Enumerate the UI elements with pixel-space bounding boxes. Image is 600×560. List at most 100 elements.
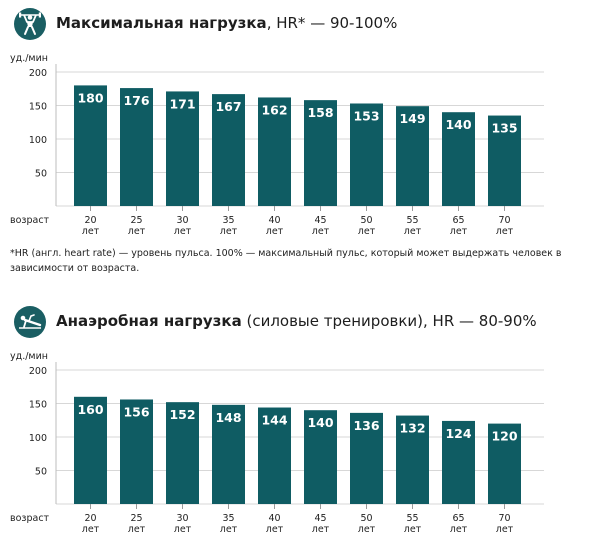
- x-tick-unit-label: лет: [450, 226, 468, 237]
- bar: [212, 404, 245, 504]
- chart-title: Анаэробная нагрузка (силовые тренировки)…: [56, 312, 537, 330]
- y-axis-label: уд./мин: [10, 351, 48, 362]
- x-tick-unit-label: лет: [404, 226, 422, 237]
- bar-value-label: 140: [307, 415, 333, 430]
- bar: [442, 112, 475, 206]
- x-axis-label: возраст: [10, 513, 50, 524]
- anaerobic-load-section: Анаэробная нагрузка (силовые тренировки)…: [0, 298, 600, 560]
- bar-value-label: 153: [353, 108, 379, 123]
- footnote: *HR (англ. heart rate) — уровень пульса.…: [10, 248, 562, 274]
- x-tick-label: 40: [268, 215, 280, 226]
- bar-value-label: 148: [215, 410, 241, 425]
- bar-value-label: 124: [445, 426, 471, 441]
- x-tick-label: 70: [498, 215, 510, 226]
- bar-value-label: 132: [399, 421, 425, 436]
- bar: [304, 410, 337, 504]
- x-tick-unit-label: лет: [82, 524, 100, 535]
- bar-value-label: 158: [307, 105, 333, 120]
- x-tick-unit-label: лет: [128, 524, 146, 535]
- x-tick-label: 50: [360, 215, 372, 226]
- weightlifter-icon: [14, 8, 46, 40]
- x-tick-unit-label: лет: [404, 524, 422, 535]
- x-tick-label: 25: [130, 215, 142, 226]
- x-tick-unit-label: лет: [358, 524, 376, 535]
- chart-title: Максимальная нагрузка, HR* — 90-100%: [56, 14, 398, 32]
- y-tick-label: 150: [29, 400, 47, 411]
- bar-value-label: 167: [215, 99, 241, 114]
- x-tick-unit-label: лет: [312, 226, 330, 237]
- x-tick-unit-label: лет: [266, 226, 284, 237]
- bar: [120, 399, 153, 504]
- x-tick-label: 55: [406, 513, 418, 524]
- x-tick-unit-label: лет: [266, 524, 284, 535]
- bar-value-label: 162: [261, 102, 287, 117]
- x-tick-label: 55: [406, 215, 418, 226]
- x-tick-unit-label: лет: [496, 226, 514, 237]
- bar: [258, 97, 291, 206]
- bar: [350, 412, 383, 504]
- x-tick-label: 65: [452, 513, 464, 524]
- bar: [258, 407, 291, 504]
- max-load-section: Максимальная нагрузка, HR* — 90-100% уд.…: [0, 0, 600, 274]
- bar-value-label: 171: [169, 96, 195, 111]
- x-tick-label: 65: [452, 215, 464, 226]
- x-tick-label: 20: [84, 215, 96, 226]
- x-tick-label: 25: [130, 513, 142, 524]
- bar: [488, 423, 521, 504]
- y-tick-label: 200: [29, 68, 47, 79]
- bar-value-label: 135: [491, 121, 517, 136]
- x-tick-unit-label: лет: [128, 226, 146, 237]
- bar: [304, 100, 337, 206]
- bar: [350, 103, 383, 206]
- bar: [212, 94, 245, 206]
- y-tick-label: 200: [29, 366, 47, 377]
- x-tick-label: 50: [360, 513, 372, 524]
- y-tick-label: 100: [29, 433, 47, 444]
- x-tick-unit-label: лет: [82, 226, 100, 237]
- bar: [488, 115, 521, 206]
- y-tick-label: 50: [35, 467, 47, 478]
- bar: [74, 85, 107, 206]
- bar-value-label: 149: [399, 111, 425, 126]
- x-tick-unit-label: лет: [496, 524, 514, 535]
- x-tick-label: 35: [222, 215, 234, 226]
- bar-value-label: 180: [77, 90, 103, 105]
- bar-value-label: 140: [445, 117, 471, 132]
- x-tick-unit-label: лет: [174, 226, 192, 237]
- bar: [396, 106, 429, 206]
- y-tick-label: 50: [35, 169, 47, 180]
- x-tick-unit-label: лет: [174, 524, 192, 535]
- x-tick-label: 30: [176, 215, 188, 226]
- x-tick-unit-label: лет: [450, 524, 468, 535]
- x-tick-label: 70: [498, 513, 510, 524]
- bar: [396, 415, 429, 504]
- x-tick-label: 40: [268, 513, 280, 524]
- y-axis-label: уд./мин: [10, 53, 48, 64]
- anaerobic-load-chart: уд./мин5010015020016020лет15625лет15230л…: [10, 351, 544, 535]
- bar: [166, 402, 199, 504]
- bar: [166, 91, 199, 206]
- bar-value-label: 136: [353, 418, 379, 433]
- bar-value-label: 156: [123, 404, 149, 419]
- x-tick-unit-label: лет: [220, 524, 238, 535]
- x-tick-label: 20: [84, 513, 96, 524]
- y-tick-label: 150: [29, 102, 47, 113]
- x-tick-label: 45: [314, 513, 326, 524]
- bar-value-label: 144: [261, 413, 287, 428]
- bar-value-label: 176: [123, 93, 149, 108]
- bar: [442, 420, 475, 504]
- max-load-chart: уд./мин5010015020018020лет17625лет17130л…: [10, 53, 544, 237]
- bar: [74, 396, 107, 504]
- x-tick-unit-label: лет: [220, 226, 238, 237]
- bar: [120, 88, 153, 206]
- push-up-icon: [14, 306, 46, 338]
- x-tick-label: 45: [314, 215, 326, 226]
- x-tick-label: 35: [222, 513, 234, 524]
- bar-value-label: 120: [491, 429, 517, 444]
- x-tick-label: 30: [176, 513, 188, 524]
- x-axis-label: возраст: [10, 215, 50, 226]
- bar-value-label: 160: [77, 402, 103, 417]
- x-tick-unit-label: лет: [358, 226, 376, 237]
- bar-value-label: 152: [169, 407, 195, 422]
- x-tick-unit-label: лет: [312, 524, 330, 535]
